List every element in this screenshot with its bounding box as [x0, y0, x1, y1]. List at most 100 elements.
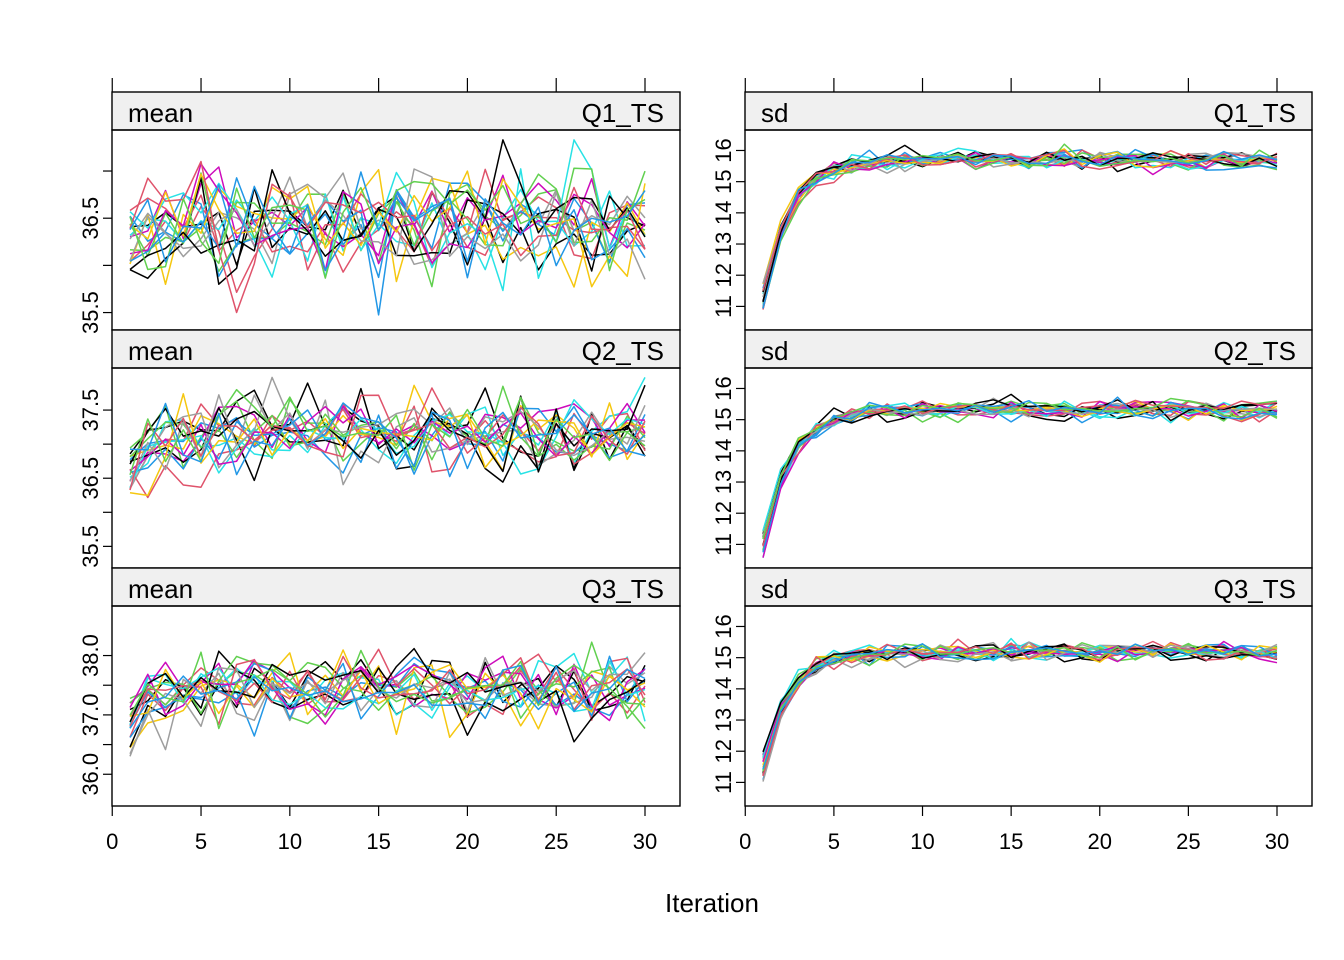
x-tick-label: 0: [739, 829, 751, 854]
trace-series-7: [129, 168, 646, 288]
y-tick-label: 14: [711, 677, 736, 701]
y-tick-label: 37.5: [78, 389, 103, 432]
trace-series-15: [129, 664, 646, 730]
trace-series-11: [762, 400, 1278, 551]
y-tick-label: 36.0: [78, 753, 103, 796]
strip-label-variable: Q3_TS: [1214, 574, 1296, 604]
x-tick-label: 15: [366, 829, 390, 854]
strip-sd-q1: [744, 91, 1313, 131]
y-tick-label: 16: [711, 138, 736, 162]
trace-series-7: [762, 400, 1278, 550]
trace-series-19: [129, 388, 646, 476]
panel-mean-q2: mean Q2_TS 35.5 36.5 37.5: [78, 329, 681, 569]
x-tick-label: 0: [106, 829, 118, 854]
trace-series-14: [129, 402, 646, 472]
panel-frame-sd-q2: [744, 367, 1313, 569]
y-tick-label: 35.5: [78, 291, 103, 334]
panel-sd-q1: sd Q1_TS 11 12 13 14 15 16: [711, 91, 1313, 331]
strip-sd-q2: [744, 329, 1313, 369]
trace-series-6: [762, 154, 1278, 310]
trace-series-9: [762, 643, 1278, 775]
strip-mean-q3: [111, 567, 681, 607]
trace-series-20: [762, 643, 1278, 770]
trace-series-6: [762, 401, 1278, 558]
x-tick-label: 20: [455, 829, 479, 854]
strip-mean-q1: [111, 91, 681, 131]
strip-label-variable: Q3_TS: [582, 574, 664, 604]
strip-label-stat: mean: [128, 574, 193, 604]
trace-series-6: [129, 403, 646, 481]
x-tick-label: 5: [828, 829, 840, 854]
trace-series-20: [129, 664, 646, 729]
trace-series-15: [762, 402, 1278, 539]
y-tick-label: 11: [711, 771, 736, 794]
strip-label-stat: sd: [761, 574, 788, 604]
y-tick-label: 12: [711, 501, 736, 525]
x-tick-label: 30: [1265, 829, 1289, 854]
trace-series-16: [129, 376, 646, 482]
y-tick-label: 13: [711, 470, 736, 494]
y-tick-label: 36.5: [78, 197, 103, 240]
y-tick-label: 11: [711, 295, 736, 318]
y-tick-label: 12: [711, 739, 736, 763]
y-tick-label: 16: [711, 376, 736, 400]
trace-series-19: [762, 397, 1278, 540]
trace-series-16: [129, 168, 646, 280]
panel-sd-q2: sd Q2_TS 11 12 13 14 15 16: [711, 329, 1313, 569]
y-tick-label: 37.0: [78, 693, 103, 736]
strip-label-variable: Q2_TS: [582, 336, 664, 366]
trace-series-20: [762, 396, 1278, 553]
trace-series-17: [762, 399, 1278, 546]
x-tick-label: 10: [910, 829, 934, 854]
strip-label-variable: Q1_TS: [1214, 98, 1296, 128]
strip-label-variable: Q1_TS: [582, 98, 664, 128]
trace-series-17: [129, 384, 646, 473]
strip-label-stat: mean: [128, 336, 193, 366]
trace-series-20: [129, 402, 646, 476]
y-tick-label: 14: [711, 439, 736, 463]
trace-series-14: [762, 151, 1278, 308]
panel-sd-q3: sd Q3_TS 11 12 13 14 15 16: [711, 567, 1313, 807]
y-tick-label: 35.5: [78, 525, 103, 568]
trace-series-19: [762, 643, 1278, 772]
trace-series-20: [129, 171, 646, 271]
x-tick-label: 10: [278, 829, 302, 854]
y-tick-label: 38.0: [78, 634, 103, 677]
x-tick-label: 30: [633, 829, 657, 854]
x-tick-label: 15: [999, 829, 1023, 854]
strip-label-variable: Q2_TS: [1214, 336, 1296, 366]
panel-frame-sd-q3: [744, 605, 1313, 807]
trace-series-13: [129, 139, 646, 292]
y-tick-label: 13: [711, 708, 736, 732]
strip-label-stat: mean: [128, 98, 193, 128]
x-tick-label: 25: [544, 829, 568, 854]
y-tick-label: 12: [711, 263, 736, 287]
trace-series-19: [129, 167, 646, 279]
trace-series-17: [129, 647, 646, 743]
panel-mean-q3: mean Q3_TS 36.0 37.0 38.0: [78, 567, 681, 807]
trace-series-4: [762, 403, 1278, 538]
trace-series-19: [129, 649, 646, 730]
trace-series-1: [129, 189, 646, 271]
trace-series-5: [762, 401, 1278, 558]
trace-series-2: [762, 403, 1278, 545]
trace-series-16: [762, 641, 1278, 782]
strip-sd-q3: [744, 567, 1313, 607]
trace-series-20: [762, 150, 1278, 309]
x-tick-label: 25: [1176, 829, 1200, 854]
y-tick-label: 15: [711, 645, 736, 669]
trace-series-15: [129, 170, 646, 288]
y-tick-label: 36.5: [78, 457, 103, 500]
trace-series-11: [129, 655, 646, 720]
trace-series-11: [762, 151, 1278, 304]
strip-label-stat: sd: [761, 336, 788, 366]
panel-mean-q1: mean Q1_TS 35.5 36.5: [78, 91, 681, 334]
strip-label-stat: sd: [761, 98, 788, 128]
trace-series-14: [762, 645, 1278, 763]
x-tick-label: 5: [195, 829, 207, 854]
strip-mean-q2: [111, 329, 681, 369]
y-tick-label: 16: [711, 614, 736, 638]
trace-series-14: [762, 400, 1278, 547]
